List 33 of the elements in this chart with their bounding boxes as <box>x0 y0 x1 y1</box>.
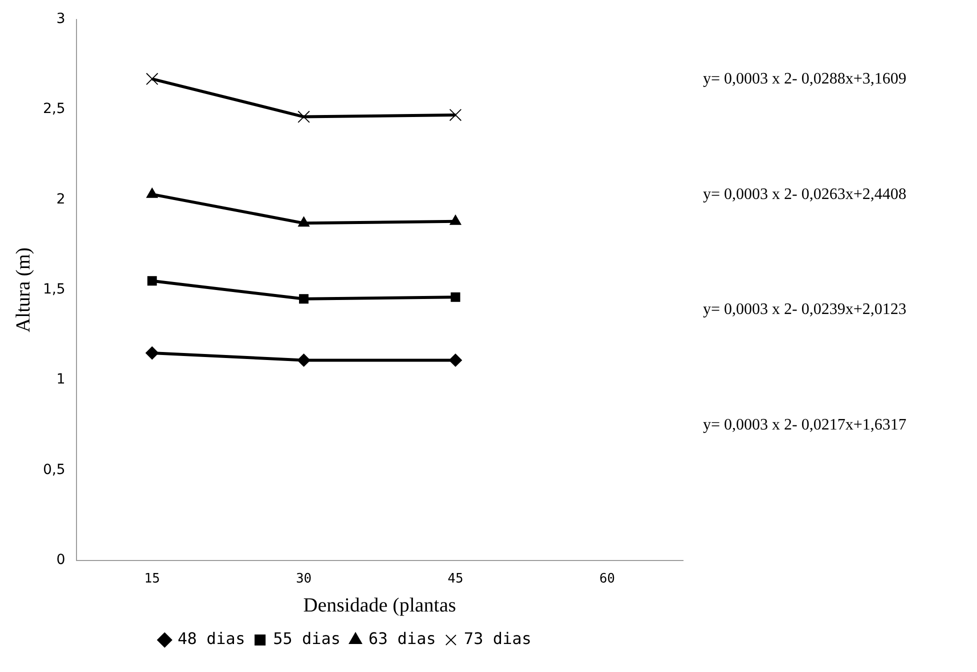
point <box>147 276 157 286</box>
y-tick-label: 1,5 <box>43 282 66 298</box>
legend-label: 55 dias <box>273 629 341 648</box>
text: y= 0,0003 x 2- 0,0288x+3,1609 <box>703 70 906 88</box>
text: y= 0,0003 x 2- 0,0217x+1,6317 <box>703 416 906 434</box>
point <box>146 188 158 198</box>
x-tick-label: 30 <box>296 572 312 587</box>
legend-label: 48 dias <box>178 629 246 648</box>
legend-label: 73 dias <box>464 629 532 648</box>
x-tick-label: 60 <box>599 572 615 587</box>
x-tick-label: 45 <box>448 572 464 587</box>
point <box>450 292 460 302</box>
point <box>146 72 158 86</box>
text: y= 0,0003 x 2- 0,0239x+2,0123 <box>703 301 906 318</box>
point <box>297 354 310 367</box>
y-axis-title: Altura (m) <box>12 247 34 332</box>
text: y= 0,0003 x 2- 0,0263x+2,4408 <box>703 186 906 203</box>
point <box>146 346 159 360</box>
point <box>450 214 462 225</box>
x-tick-label: 15 <box>144 572 160 587</box>
y-tick-label: 0,5 <box>43 462 66 478</box>
point <box>449 108 462 122</box>
y-tick-label: 1 <box>56 372 66 388</box>
y-tick-label: 0 <box>56 552 66 568</box>
point <box>448 354 462 367</box>
point <box>299 294 309 304</box>
point <box>298 110 310 123</box>
x-axis-title: Densidade (plantas <box>303 594 456 616</box>
y-tick-label: 2 <box>56 191 66 208</box>
y-tick-label: 2,5 <box>43 101 66 118</box>
legend-label: 63 dias <box>368 629 436 648</box>
point <box>298 216 310 227</box>
y-tick-label: 3 <box>56 11 66 28</box>
